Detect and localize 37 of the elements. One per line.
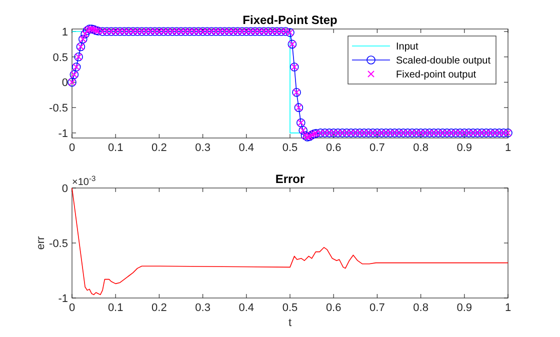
x-tick-label: 0.9 (456, 142, 472, 154)
chart-title: Fixed-Point Step (242, 13, 338, 27)
y-tick-label: -1 (58, 128, 68, 140)
chart-title: Error (275, 172, 305, 186)
x-tick-label: 0.8 (413, 142, 428, 154)
x-tick-label: 0.3 (195, 302, 210, 314)
y-tick-label: 1 (62, 26, 68, 39)
y-tick-label: 0 (62, 183, 68, 195)
x-tick-label: 0.3 (195, 142, 210, 154)
y-tick-label: -1 (58, 293, 68, 305)
y-tick-label: 0.5 (52, 52, 68, 64)
x-tick-label: 1 (504, 142, 512, 154)
x-tick-label: 0.2 (152, 302, 167, 314)
y-axis-title: err (35, 236, 47, 250)
x-tick-label: 0.7 (370, 142, 385, 154)
y-tick-label: -0.5 (49, 102, 68, 115)
legend-label: Fixed-point output (396, 70, 476, 80)
x-tick-label: 0.4 (238, 302, 254, 314)
x-tick-label: 0.1 (108, 302, 124, 314)
x-tick-label: 0.4 (238, 142, 254, 154)
x-tick-label: 0.8 (413, 302, 428, 314)
x-tick-label: 0.7 (370, 302, 385, 314)
annotation: ×10$^{-3}$ (72, 174, 96, 188)
legend-label: Scaled-double output (396, 56, 491, 66)
x-tick-label: 1 (504, 302, 512, 314)
x-tick-label: 0.2 (152, 142, 167, 154)
legend-label: Input (396, 42, 418, 52)
y-tick-label: 0 (62, 77, 68, 90)
x-tick-label: 0.1 (108, 142, 124, 154)
x-tick-label: 0.6 (326, 142, 342, 154)
y-tick-label: -0.5 (49, 238, 68, 250)
x-tick-label: 0.9 (456, 302, 472, 314)
x-axis-title: t (288, 317, 292, 329)
x-tick-label: 0.5 (282, 142, 298, 154)
line-series (72, 188, 508, 296)
x-tick-label: 0.6 (326, 302, 342, 314)
x-tick-label: 0.5 (282, 302, 298, 314)
